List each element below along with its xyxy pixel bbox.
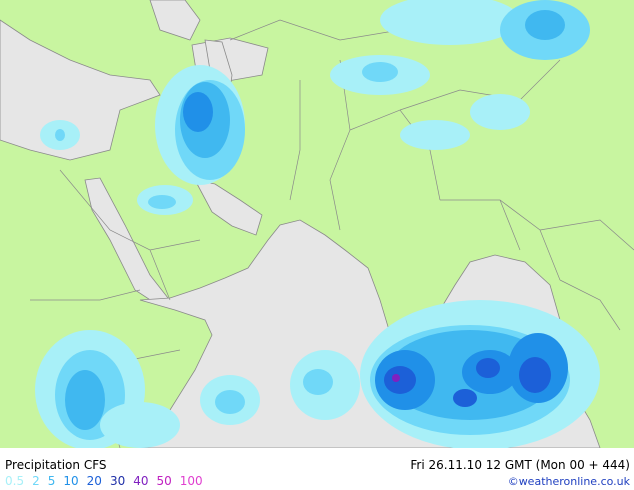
timestamp: Fri 26.11.10 12 GMT (Mon 00 + 444) — [410, 458, 630, 472]
precipitation-area — [392, 374, 400, 382]
legend: 0.5 2 5 10 20 30 40 50 100 — [5, 474, 203, 488]
map-title: Precipitation CFS — [5, 458, 107, 472]
map — [0, 0, 634, 450]
precipitation-area — [384, 366, 416, 394]
footer — [0, 448, 634, 490]
aegean-sea — [149, 0, 201, 41]
precipitation-area — [303, 369, 333, 395]
precipitation-area — [148, 195, 176, 209]
precipitation-area — [470, 94, 530, 130]
legend-value: 10 — [63, 474, 78, 488]
legend-value: 100 — [180, 474, 203, 488]
persian-gulf — [194, 179, 263, 236]
precipitation-area — [400, 120, 470, 150]
precipitation — [35, 0, 600, 450]
legend-value: 20 — [87, 474, 102, 488]
legend-value: 50 — [157, 474, 172, 488]
precipitation-area — [215, 390, 245, 414]
precipitation-area — [55, 129, 65, 141]
legend-value: 5 — [48, 474, 56, 488]
precipitation-area — [453, 389, 477, 407]
mediterranean-sea — [0, 19, 161, 161]
precipitation-area — [380, 0, 520, 45]
legend-value: 0.5 — [5, 474, 24, 488]
precipitation-area — [183, 92, 213, 132]
credit: ©weatheronline.co.uk — [508, 475, 631, 488]
precipitation-area — [476, 358, 500, 378]
precipitation-area — [519, 357, 551, 393]
legend-value: 30 — [110, 474, 125, 488]
precipitation-area — [362, 62, 398, 82]
legend-value: 2 — [32, 474, 40, 488]
precipitation-area — [100, 402, 180, 448]
precipitation-area — [525, 10, 565, 40]
legend-value: 40 — [133, 474, 148, 488]
precipitation-area — [65, 370, 105, 430]
